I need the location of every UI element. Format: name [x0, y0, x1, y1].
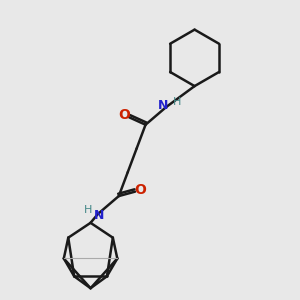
Text: N: N: [94, 209, 105, 222]
Text: H: H: [83, 205, 92, 215]
Text: O: O: [118, 108, 130, 122]
Text: H: H: [172, 98, 181, 107]
Text: O: O: [135, 183, 146, 197]
Text: N: N: [158, 99, 168, 112]
